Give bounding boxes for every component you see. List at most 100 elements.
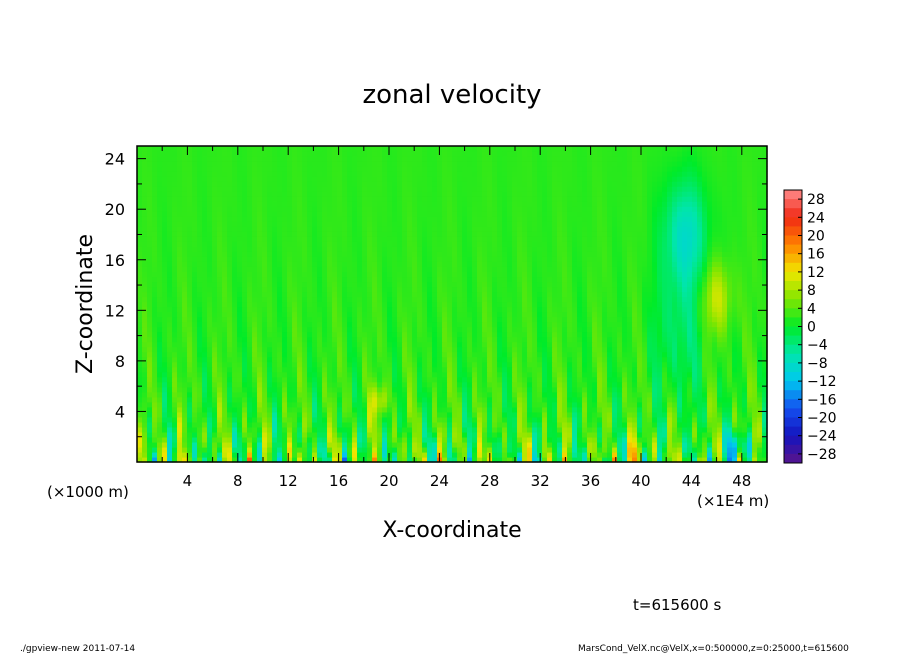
heatmap-cell	[202, 311, 208, 318]
heatmap-cell	[317, 326, 323, 333]
heatmap-cell	[157, 426, 163, 433]
heatmap-cell	[292, 416, 298, 423]
heatmap-cell	[612, 351, 618, 358]
heatmap-cell	[187, 381, 193, 388]
heatmap-cell	[142, 411, 148, 418]
heatmap-cell	[727, 326, 733, 333]
heatmap-cell	[357, 446, 363, 453]
heatmap-cell	[597, 396, 603, 403]
heatmap-cell	[197, 351, 203, 358]
heatmap-cell	[642, 346, 648, 353]
heatmap-cell	[497, 296, 503, 303]
heatmap-cell	[482, 436, 488, 443]
heatmap-cell	[317, 391, 323, 398]
heatmap-cell	[277, 406, 283, 413]
heatmap-cell	[742, 361, 748, 368]
heatmap-cell	[582, 281, 588, 288]
heatmap-cell	[157, 311, 163, 318]
heatmap-cell	[517, 361, 523, 368]
heatmap-cell	[152, 281, 158, 288]
heatmap-cell	[477, 266, 483, 272]
heatmap-cell	[607, 381, 613, 388]
heatmap-cell	[567, 406, 573, 413]
heatmap-cell	[287, 446, 293, 453]
heatmap-cell	[487, 296, 493, 303]
heatmap-cell	[572, 271, 578, 278]
heatmap-cell	[402, 391, 408, 398]
heatmap-cell	[427, 286, 433, 293]
heatmap-cell	[277, 386, 283, 393]
heatmap-cell	[312, 291, 318, 298]
heatmap-cell	[292, 436, 298, 443]
heatmap-cell	[432, 346, 438, 353]
heatmap-cell	[492, 301, 498, 308]
heatmap-cell	[612, 416, 618, 423]
heatmap-cell	[632, 326, 638, 333]
heatmap-cell	[402, 451, 408, 458]
heatmap-cell	[617, 286, 623, 293]
heatmap-cell	[327, 421, 333, 428]
heatmap-cell	[412, 441, 418, 448]
heatmap-cell	[197, 366, 203, 373]
heatmap-cell	[252, 391, 258, 398]
heatmap-cell	[477, 331, 483, 338]
heatmap-cell	[207, 331, 213, 338]
heatmap-cell	[522, 356, 528, 363]
heatmap-cell	[437, 276, 443, 283]
heatmap-cell	[467, 346, 473, 353]
heatmap-cell	[287, 361, 293, 368]
heatmap-cell	[237, 376, 243, 383]
heatmap-cell	[722, 286, 728, 293]
heatmap-cell	[522, 451, 528, 458]
heatmap-cell	[627, 336, 633, 343]
heatmap-cell	[287, 451, 293, 458]
heatmap-cell	[757, 451, 763, 458]
heatmap-cell	[727, 316, 733, 323]
heatmap-cell	[567, 271, 573, 278]
heatmap-cell	[237, 261, 243, 267]
heatmap-cell	[472, 336, 478, 343]
heatmap-cell	[752, 381, 758, 388]
heatmap-cell	[427, 441, 433, 448]
heatmap-cell	[672, 276, 678, 283]
heatmap-cell	[457, 361, 463, 368]
heatmap-cell	[302, 356, 308, 363]
heatmap-cell	[267, 451, 273, 458]
heatmap-cell	[662, 326, 668, 333]
heatmap-cell	[587, 361, 593, 368]
heatmap-cell	[587, 386, 593, 393]
heatmap-cell	[362, 386, 368, 393]
heatmap-cell	[282, 321, 288, 328]
heatmap-cell	[662, 371, 668, 378]
heatmap-cell	[647, 286, 653, 293]
heatmap-cell	[657, 301, 663, 308]
heatmap-cell	[587, 336, 593, 343]
heatmap-cell	[232, 361, 238, 368]
heatmap-cell	[312, 391, 318, 398]
heatmap-cell	[682, 411, 688, 418]
heatmap-cell	[712, 451, 718, 458]
heatmap-cell	[387, 311, 393, 318]
heatmap-cell	[532, 286, 538, 293]
heatmap-cell	[552, 426, 558, 433]
heatmap-cell	[512, 436, 518, 443]
heatmap-cell	[562, 326, 568, 333]
heatmap-cell	[142, 451, 148, 458]
heatmap-cell	[562, 421, 568, 428]
heatmap-cell	[367, 261, 373, 267]
heatmap-cell	[202, 386, 208, 393]
heatmap-cell	[492, 426, 498, 433]
heatmap-cell	[412, 421, 418, 428]
heatmap-cell	[342, 341, 348, 348]
heatmap-cell	[562, 381, 568, 388]
heatmap-cell	[192, 321, 198, 328]
heatmap-cell	[352, 376, 358, 383]
heatmap-cell	[467, 316, 473, 323]
heatmap-cell	[742, 376, 748, 383]
heatmap-cell	[137, 341, 143, 348]
heatmap-cell	[727, 301, 733, 308]
heatmap-cell	[452, 346, 458, 353]
heatmap-cell	[322, 351, 328, 358]
heatmap-cell	[552, 306, 558, 313]
heatmap-cell	[192, 266, 198, 272]
